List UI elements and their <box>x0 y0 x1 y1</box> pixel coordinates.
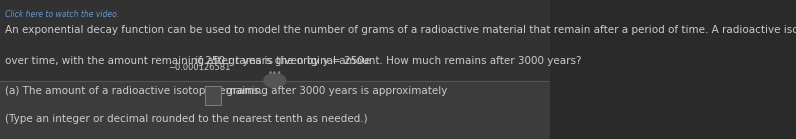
FancyBboxPatch shape <box>205 86 221 105</box>
Text: grams.: grams. <box>223 86 263 96</box>
Text: if 250 grams is the original amount. How much remains after 3000 years?: if 250 grams is the original amount. How… <box>193 56 582 66</box>
Ellipse shape <box>263 74 286 88</box>
Bar <box>0 0 549 81</box>
Bar <box>0 81 549 139</box>
Text: (Type an integer or decimal rounded to the nearest tenth as needed.): (Type an integer or decimal rounded to t… <box>6 114 368 124</box>
Text: (a) The amount of a radioactive isotope remaining after 3000 years is approximat: (a) The amount of a radioactive isotope … <box>6 86 451 96</box>
Text: An exponential decay function can be used to model the number of grams of a radi: An exponential decay function can be use… <box>6 25 796 35</box>
Text: over time, with the amount remaining after t years given by y = 250e: over time, with the amount remaining aft… <box>6 56 371 66</box>
Text: Click here to watch the video.: Click here to watch the video. <box>6 10 119 19</box>
Text: −0.000126581: −0.000126581 <box>168 63 231 72</box>
Text: •••: ••• <box>267 69 282 78</box>
